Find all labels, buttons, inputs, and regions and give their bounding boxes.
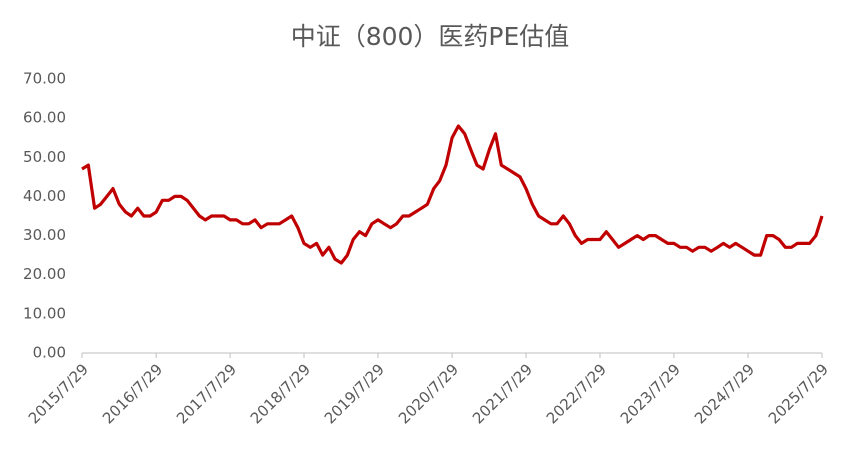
chart-title: 中证（800）医药PE估值 xyxy=(291,22,570,51)
x-tick-label: 2017/7/29 xyxy=(173,360,240,427)
x-tick-label: 2019/7/29 xyxy=(321,360,388,427)
y-tick-label: 0.00 xyxy=(33,344,66,362)
x-tick-label: 2020/7/29 xyxy=(395,360,462,427)
y-tick-label: 40.00 xyxy=(23,187,66,205)
x-tick-label: 2024/7/29 xyxy=(691,360,758,427)
x-tick-label: 2018/7/29 xyxy=(247,360,314,427)
series-line xyxy=(81,124,824,265)
y-tick-label: 30.00 xyxy=(23,226,66,244)
y-tick-label: 50.00 xyxy=(23,148,66,166)
x-tick-label: 2016/7/29 xyxy=(99,360,166,427)
x-tick-label: 2015/7/29 xyxy=(25,360,92,427)
y-tick-label: 10.00 xyxy=(23,304,66,322)
x-tick-label: 2022/7/29 xyxy=(543,360,610,427)
x-tick-label: 2025/7/29 xyxy=(765,360,832,427)
y-tick-label: 60.00 xyxy=(23,109,66,127)
x-tick-label: 2023/7/29 xyxy=(617,360,684,427)
x-tick-label: 2021/7/29 xyxy=(469,360,536,427)
y-tick-label: 20.00 xyxy=(23,265,66,283)
y-tick-label: 70.00 xyxy=(23,70,66,88)
